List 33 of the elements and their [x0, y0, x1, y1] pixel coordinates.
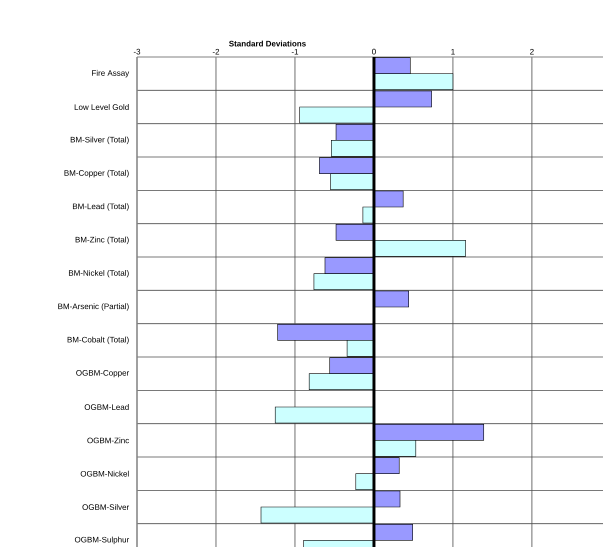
- bar: [274, 406, 374, 424]
- y-tick-label: OGBM-Sulphur: [74, 536, 130, 544]
- x-tick-label: 0: [372, 48, 376, 54]
- y-tick-label: BM-Lead (Total): [72, 203, 129, 211]
- bar: [346, 340, 374, 357]
- y-tick-label: OGBM-Lead: [84, 404, 129, 410]
- x-tick-label: 1: [451, 48, 455, 54]
- y-tick-label: Fire Assay: [92, 70, 130, 78]
- y-tick-label: BM-Copper (Total): [64, 170, 129, 178]
- y-tick-label: OGBM-Copper: [76, 370, 130, 378]
- y-tick-label: OGBM-Silver: [82, 504, 130, 510]
- x-tick-label: -3: [134, 48, 140, 54]
- y-tick-label: OGBM-Zinc: [87, 437, 129, 444]
- bar: [374, 240, 466, 257]
- y-tick-label: BM-Arsenic (Partial): [58, 303, 129, 311]
- x-tick-label: -2: [212, 48, 220, 54]
- bar: [374, 73, 454, 90]
- x-axis-title: Standard Deviations: [229, 40, 306, 46]
- bar: [299, 106, 374, 124]
- y-tick-label: BM-Cobalt (Total): [68, 336, 129, 344]
- bar: [330, 173, 374, 190]
- x-tick-label: 2: [530, 48, 534, 54]
- y-tick-label: BM-Nickel (Total): [68, 270, 129, 278]
- bar: [314, 273, 374, 290]
- y-tick-label: OGBM-Nickel: [80, 470, 129, 477]
- y-tick-label: Low Level Gold: [74, 104, 129, 110]
- bar: [331, 140, 374, 157]
- bar: [260, 506, 374, 524]
- x-tick-label: -1: [292, 48, 298, 54]
- y-tick-label: BM-Silver (Total): [70, 136, 129, 144]
- bar: [308, 373, 374, 390]
- y-tick-label: BM-Zinc (Total): [76, 236, 129, 244]
- bar: [374, 440, 416, 457]
